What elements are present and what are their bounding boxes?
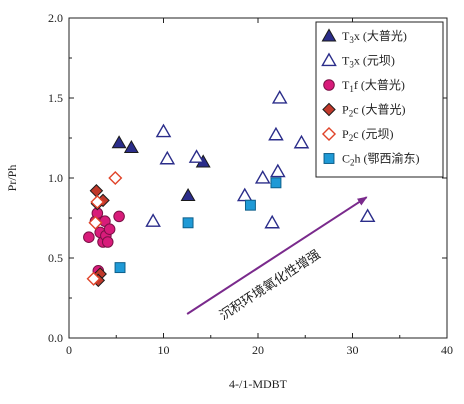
data-point (244, 199, 256, 211)
x-tick-label: 30 (347, 343, 359, 357)
legend-label: C2h (鄂西渝东) (342, 151, 420, 168)
legend-label-rest: c (大普光) (353, 103, 405, 117)
legend-label-subscript: 2 (350, 158, 355, 168)
legend-label-rest: x (大普光) (354, 29, 407, 43)
x-tick-label: 0 (66, 343, 72, 357)
legend-box (315, 21, 444, 178)
data-point (155, 123, 172, 138)
series-1 (145, 89, 439, 229)
data-point (103, 223, 116, 235)
data-points (83, 89, 439, 288)
data-point (114, 262, 126, 274)
y-tick-label: 2.0 (48, 11, 63, 25)
data-point (254, 169, 271, 184)
data-point (270, 163, 286, 178)
legend-label-subscript: 1 (349, 84, 354, 94)
data-point (145, 213, 161, 227)
y-axis-label: Pr/Ph (5, 165, 19, 192)
legend-label: P2c (大普光) (342, 103, 406, 119)
legend-entry: P2c (元坝) (321, 126, 394, 143)
legend-label-main: T (342, 29, 350, 43)
series-5 (114, 177, 282, 274)
data-point (89, 184, 104, 198)
legend-label-main: P (342, 127, 349, 141)
data-point (83, 231, 95, 243)
legend-entry: P2c (大普光) (322, 102, 406, 119)
legend-label-rest: h (鄂西渝东) (355, 151, 420, 166)
axes: 0 10 20 30 40 0.0 0.5 1.0 1.5 2.0 (48, 11, 453, 357)
data-point (113, 210, 125, 223)
legend-entry: T3x (元坝) (321, 52, 395, 70)
data-point (180, 187, 196, 202)
legend-label-subscript: 3 (349, 35, 354, 45)
legend-label-main: T (342, 54, 350, 68)
legend-label: T1f (大普光) (342, 78, 405, 94)
data-point (182, 217, 194, 229)
legend-label-main: T (342, 78, 350, 92)
legend-label-rest: c (元坝) (353, 127, 393, 141)
data-point (123, 139, 139, 154)
legend-entry: T1f (大普光) (323, 78, 405, 94)
data-point (293, 134, 310, 149)
series-0 (111, 135, 211, 202)
data-point (359, 208, 376, 223)
data-point (88, 215, 103, 230)
legend-marker (321, 28, 337, 42)
legend-label: P2c (元坝) (342, 127, 394, 143)
legend-label-subscript: 2 (349, 109, 354, 119)
x-axis-label: 4-/1-MDBT (229, 377, 288, 391)
legend-label: T3x (元坝) (342, 54, 395, 70)
data-point (270, 177, 282, 189)
y-tick-label: 0.5 (48, 251, 63, 265)
data-point (271, 89, 288, 104)
legend-label: T3x (大普光) (342, 29, 407, 45)
legend-marker (321, 52, 337, 67)
data-point (108, 170, 123, 186)
data-point (264, 214, 280, 229)
series-4 (86, 170, 123, 286)
legend-label-rest: f (大普光) (354, 78, 405, 92)
legend-marker (322, 102, 336, 117)
data-point (159, 150, 176, 165)
legend-label-main: P (342, 103, 349, 117)
data-point (86, 271, 101, 286)
y-tick-label: 1.5 (48, 91, 63, 105)
data-point (101, 236, 114, 248)
y-tick-label: 0.0 (48, 331, 63, 345)
data-point (90, 194, 105, 210)
x-tick-label: 40 (441, 343, 453, 357)
legend-label-subscript: 2 (349, 133, 354, 143)
legend-label-rest: x (元坝) (354, 54, 395, 68)
y-tick-label: 1.0 (48, 171, 63, 185)
annotation: 沉积环境氧化性增强 (186, 196, 368, 323)
trend-arrow (186, 196, 368, 315)
data-point (188, 149, 205, 163)
legend-entry: T3x (大普光) (321, 28, 407, 45)
data-point (111, 135, 127, 149)
legend-label-subscript: 3 (349, 60, 354, 70)
legend-marker (323, 79, 335, 91)
x-tick-label: 10 (158, 343, 170, 357)
data-point (268, 126, 284, 141)
data-point (236, 187, 253, 202)
legend-marker (323, 153, 335, 164)
legend-marker (321, 126, 337, 142)
legend-entry: C2h (鄂西渝东) (323, 151, 420, 168)
x-tick-label: 20 (252, 343, 264, 357)
legend-label-main: C (342, 152, 350, 166)
legend: T3x (大普光)T3x (元坝)T1f (大普光)P2c (大普光)P2c (… (315, 21, 444, 178)
